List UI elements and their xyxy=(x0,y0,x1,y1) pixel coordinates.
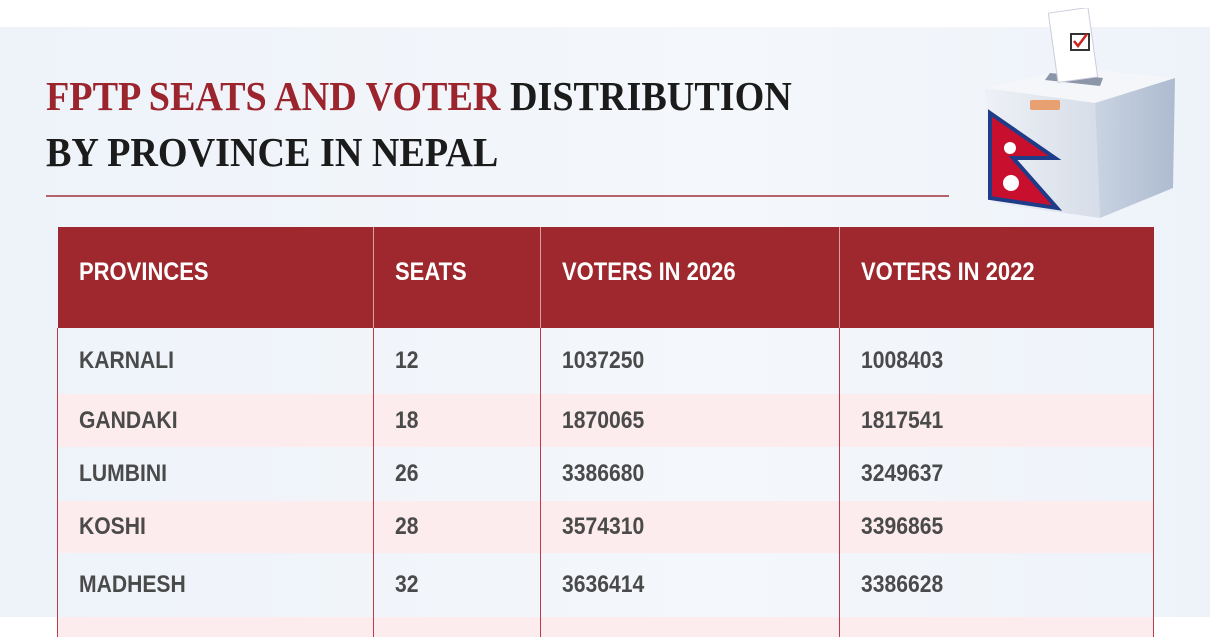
title-highlight: FPTP SEATS AND VOTER xyxy=(46,73,501,119)
cell-province: KOSHI xyxy=(57,501,374,553)
cell-province: KARNALI xyxy=(57,328,374,394)
table-header-row: PROVINCES SEATS VOTERS IN 2026 VOTERS IN… xyxy=(57,227,1154,328)
title-rest: DISTRIBUTION xyxy=(500,73,792,119)
table-row-partial xyxy=(57,617,1154,637)
cell-province: LUMBINI xyxy=(57,447,374,501)
cell-seats: 32 xyxy=(373,553,541,617)
cell-voters-2022: 3386628 xyxy=(839,553,1154,617)
cell-seats: 26 xyxy=(373,447,541,501)
cell-empty xyxy=(540,617,840,637)
seats-voters-table: PROVINCES SEATS VOTERS IN 2026 VOTERS IN… xyxy=(57,227,1154,637)
cell-empty xyxy=(373,617,541,637)
table-row: KARNALI 12 1037250 1008403 xyxy=(57,328,1154,394)
cell-empty xyxy=(839,617,1154,637)
divider xyxy=(46,195,949,197)
cell-seats: 18 xyxy=(373,394,541,447)
cell-voters-2022: 1817541 xyxy=(839,394,1154,447)
cell-voters-2022: 3396865 xyxy=(839,501,1154,553)
cell-voters-2026: 3574310 xyxy=(540,501,840,553)
cell-voters-2026: 3636414 xyxy=(540,553,840,617)
cell-voters-2026: 3386680 xyxy=(540,447,840,501)
header-voters-2026: VOTERS IN 2026 xyxy=(540,227,840,328)
cell-province: MADHESH xyxy=(57,553,374,617)
cell-voters-2022: 1008403 xyxy=(839,328,1154,394)
cell-seats: 28 xyxy=(373,501,541,553)
cell-province: GANDAKI xyxy=(57,394,374,447)
table-row: GANDAKI 18 1870065 1817541 xyxy=(57,394,1154,447)
table-row: MADHESH 32 3636414 3386628 xyxy=(57,553,1154,617)
title-line2: BY PROVINCE IN NEPAL xyxy=(46,129,499,175)
header-seats: SEATS xyxy=(373,227,541,328)
cell-voters-2022: 3249637 xyxy=(839,447,1154,501)
header-provinces: PROVINCES xyxy=(57,227,374,328)
table-row: LUMBINI 26 3386680 3249637 xyxy=(57,447,1154,501)
table-row: KOSHI 28 3574310 3396865 xyxy=(57,501,1154,553)
cell-voters-2026: 1037250 xyxy=(540,328,840,394)
cell-voters-2026: 1870065 xyxy=(540,394,840,447)
page-title: FPTP SEATS AND VOTER DISTRIBUTION BY PRO… xyxy=(46,68,792,180)
ballot-box-icon xyxy=(985,8,1175,218)
cell-seats: 12 xyxy=(373,328,541,394)
header-voters-2022: VOTERS IN 2022 xyxy=(839,227,1154,328)
cell-empty xyxy=(57,617,374,637)
